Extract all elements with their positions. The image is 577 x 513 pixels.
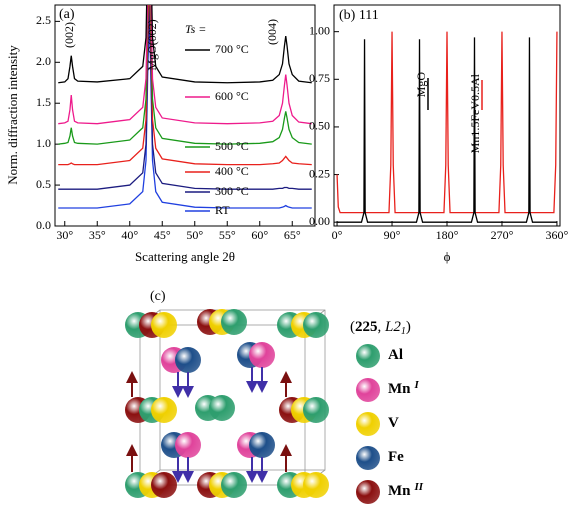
legend-label: Al <box>388 347 403 363</box>
crystal-structure <box>125 309 329 498</box>
element-name: Mn <box>388 483 411 499</box>
legend-label: 400 °C <box>215 164 249 178</box>
panel-label: (c) <box>150 289 166 304</box>
legend-sphere <box>356 378 380 402</box>
x-tick-label: 90° <box>384 228 401 242</box>
plot-frame <box>54 4 316 227</box>
data-line <box>58 5 312 125</box>
x-tick-label: 30° <box>56 228 73 242</box>
legend-label: RT <box>215 203 230 217</box>
x-tick-label: 180° <box>436 228 459 242</box>
panel-label: (b) 111 <box>339 8 379 23</box>
data-line <box>58 5 312 190</box>
space-group: 225 <box>355 319 378 335</box>
chart: 0° 90° 180° 270° 360° 0.00 0.25 0.50 0.75 1.00 ϕ (b… <box>309 4 569 264</box>
plot-area <box>58 5 312 209</box>
plot-area <box>336 31 558 223</box>
legend-label: 500 °C <box>215 139 249 153</box>
site-label: I <box>414 379 420 391</box>
y-tick-label: 0.00 <box>309 214 330 228</box>
peak-annotation: (002) <box>62 22 76 48</box>
x-tick-label: 0° <box>332 228 343 242</box>
data-line <box>58 21 312 209</box>
y-tick-label: 0.50 <box>309 119 330 133</box>
legend-sphere <box>356 480 380 504</box>
structure-type: L2 <box>384 319 401 335</box>
atom-group <box>277 472 329 498</box>
legend-label: Mn1.5FeV0.5Al <box>468 73 482 153</box>
x-tick-label: 360° <box>546 228 569 242</box>
data-line <box>58 5 312 166</box>
legend-label: V <box>388 415 399 431</box>
y-axis-label: Norm. diffraction intensity <box>5 45 20 185</box>
site-label: II <box>414 481 424 493</box>
legend-sphere <box>356 412 380 436</box>
legend-label: 300 °C <box>215 184 249 198</box>
legend-title: Ts = <box>185 22 206 36</box>
data-line <box>58 5 312 84</box>
legend-label: Fe <box>388 449 404 465</box>
y-tick-label: 2.0 <box>36 54 51 68</box>
data-line <box>337 37 557 223</box>
heading-part: , <box>378 319 386 335</box>
x-tick-label: 270° <box>491 228 514 242</box>
atom-group <box>237 342 275 368</box>
x-tick-label: 55° <box>219 228 236 242</box>
x-tick-label: 50° <box>186 228 203 242</box>
spin-arrows <box>126 371 292 472</box>
y-tick-label: 2.5 <box>36 13 51 27</box>
x-tick-label: 60° <box>251 228 268 242</box>
element-name: V <box>388 415 399 431</box>
y-tick-label: 1.0 <box>36 136 51 150</box>
x-tick-label: 45° <box>154 228 171 242</box>
x-axis-label: ϕ <box>444 249 451 264</box>
y-tick-label: 0.25 <box>309 166 330 180</box>
legend-label: 700 °C <box>215 42 249 56</box>
element-name: Fe <box>388 449 404 465</box>
atom-group <box>279 397 329 423</box>
y-tick-label: 1.5 <box>36 95 51 109</box>
legend-label: Mn I <box>388 379 420 398</box>
structure-heading: (225, L21) <box>350 319 411 337</box>
y-tick-label: 0.5 <box>36 177 51 191</box>
atom-group <box>161 432 201 458</box>
chart: 30° 35° 40° 45° 50° 55° 60° 65° 0.0 0.5 1.0 1.5 2.0 2… <box>5 4 316 264</box>
legend-sphere <box>356 344 380 368</box>
heading-part: ( <box>350 319 355 335</box>
panel-label: (a) <box>59 7 75 22</box>
spin-arrows <box>172 367 268 483</box>
data-line <box>336 31 558 214</box>
legend-label: Mn II <box>388 481 424 500</box>
structure-type-sub: 1 <box>401 326 406 337</box>
atom-group <box>125 312 177 338</box>
atom-group <box>161 347 201 373</box>
legend-label: 600 °C <box>215 89 249 103</box>
y-tick-label: 0.75 <box>309 71 330 85</box>
element-name: Mn <box>388 381 411 397</box>
atom-group <box>125 397 177 423</box>
x-axis-label: Scattering angle 2θ <box>135 249 235 264</box>
atom-group <box>237 432 275 458</box>
peak-annotation: MgO(002) <box>145 19 159 70</box>
legend-sphere <box>356 446 380 470</box>
y-tick-label: 1.00 <box>309 23 330 37</box>
data-line <box>58 5 312 145</box>
peak-annotation: (004) <box>265 19 279 45</box>
element-name: Al <box>388 347 403 363</box>
cube-edge <box>159 309 326 471</box>
atom-group <box>125 472 177 498</box>
legend-label: MgO <box>414 72 428 98</box>
atom-group <box>197 472 247 498</box>
heading-part: ) <box>406 319 411 335</box>
atom-group <box>195 395 235 421</box>
x-tick-label: 40° <box>121 228 138 242</box>
y-tick-label: 0.0 <box>36 218 51 232</box>
x-tick-label: 35° <box>89 228 106 242</box>
atom-group <box>197 309 247 335</box>
x-tick-label: 65° <box>284 228 301 242</box>
atom-group <box>277 312 329 338</box>
